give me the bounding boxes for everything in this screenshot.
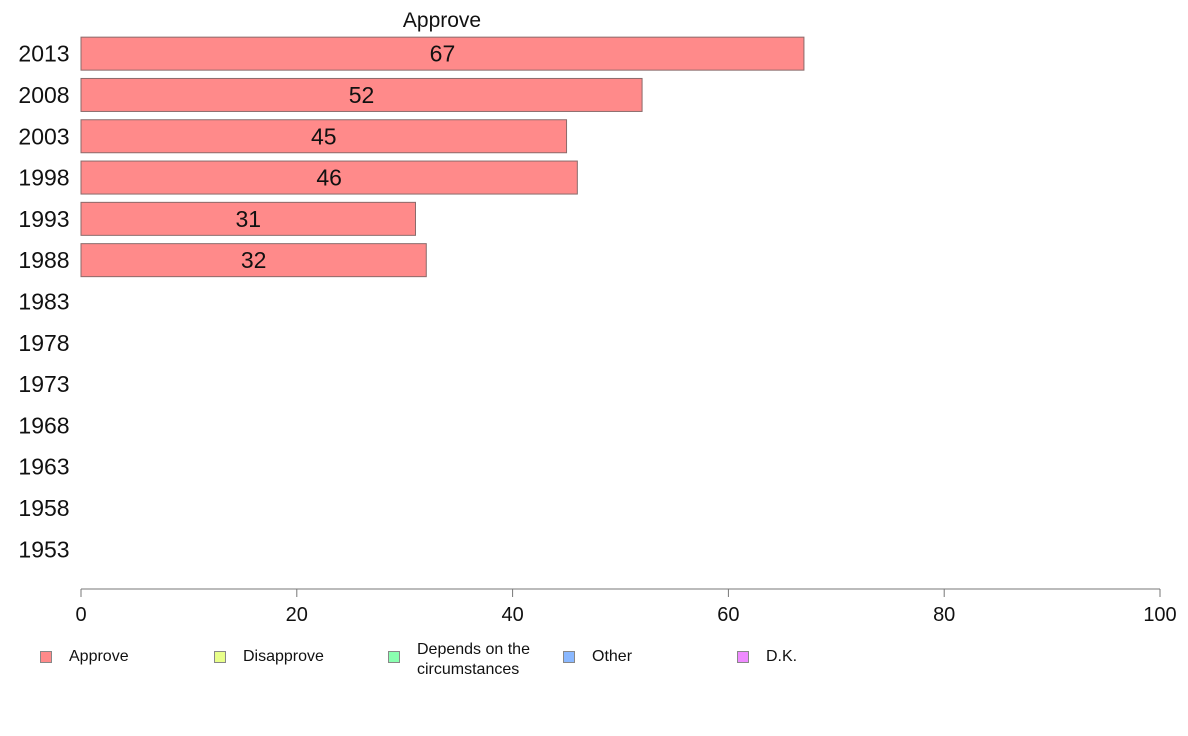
x-tick-label: 0 <box>75 604 86 626</box>
legend-swatch <box>737 651 749 663</box>
bar-data-label: 46 <box>316 165 342 191</box>
y-tick-label: 1973 <box>18 371 69 397</box>
bar-data-label: 67 <box>430 41 456 67</box>
y-tick-label: 1963 <box>18 454 69 480</box>
legend-label: Disapprove <box>243 648 324 665</box>
y-tick-label: 1998 <box>18 165 69 191</box>
bar-chart: Approve 67 52 45 46 31 32 2013 2008 2003 1998 199… <box>18 9 1177 626</box>
bar-approve-2013 <box>80 36 805 71</box>
bars-group: 67 52 45 46 31 32 <box>80 36 805 278</box>
legend-swatch <box>214 651 226 663</box>
bar-data-label: 45 <box>311 123 337 149</box>
legend-label: Depends on the circumstances <box>417 641 530 678</box>
x-tick-label: 80 <box>933 604 955 626</box>
x-tick-label: 20 <box>286 604 308 626</box>
legend-item-other: Other <box>563 640 732 667</box>
legend-label: D.K. <box>766 648 798 665</box>
y-tick-label: 1958 <box>18 495 69 521</box>
legend-item-approve: Approve <box>40 640 209 667</box>
bar-approve-2008 <box>80 77 643 112</box>
legend: Approve Disapprove Depends on the circum… <box>0 640 1188 690</box>
bar-data-label: 31 <box>235 206 261 232</box>
x-axis: 0 20 40 60 80 100 <box>75 588 1177 626</box>
bar-approve-1993 <box>80 201 416 236</box>
x-tick-label: 40 <box>501 604 523 626</box>
y-tick-label: 2013 <box>18 41 69 67</box>
legend-label: Other <box>592 648 633 665</box>
bar-approve-2003 <box>80 119 568 154</box>
y-tick-label: 1968 <box>18 412 69 438</box>
legend-label: Approve <box>69 648 129 665</box>
legend-item-disapprove: Disapprove <box>214 640 383 667</box>
x-tick-label: 100 <box>1143 604 1176 626</box>
y-tick-label: 2003 <box>18 123 69 149</box>
x-tick-label: 60 <box>717 604 739 626</box>
chart-title: Approve <box>403 9 481 32</box>
y-tick-label: 1978 <box>18 330 69 356</box>
legend-swatch <box>40 651 52 663</box>
legend-swatch <box>563 651 575 663</box>
legend-swatch <box>388 651 400 663</box>
bar-data-label: 52 <box>349 82 375 108</box>
y-tick-label: 1993 <box>18 206 69 232</box>
bar-approve-1998 <box>80 160 578 195</box>
y-axis-labels: 2013 2008 2003 1998 1993 1988 1983 1978 1973 1968… <box>18 41 69 563</box>
legend-item-depends: Depends on the circumstances <box>388 640 552 680</box>
legend-item-dk: D.K. <box>737 640 906 667</box>
y-tick-label: 1953 <box>18 536 69 562</box>
y-tick-label: 1988 <box>18 247 69 273</box>
bar-data-label: 32 <box>241 247 267 273</box>
y-tick-label: 2008 <box>18 82 69 108</box>
bar-approve-1988 <box>80 243 427 278</box>
y-tick-label: 1983 <box>18 288 69 314</box>
